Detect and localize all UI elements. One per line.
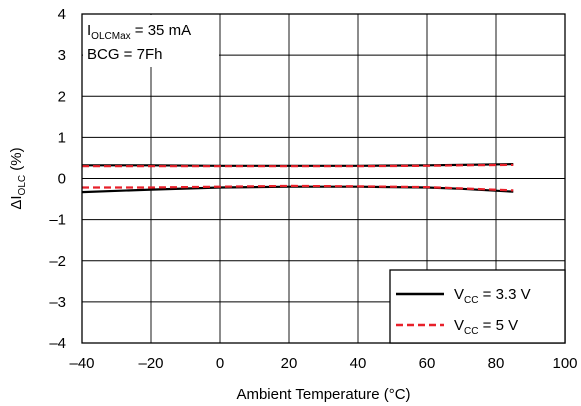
x-tick-label: –20	[138, 355, 163, 372]
y-tick-label: 4	[58, 6, 66, 23]
y-tick-label: –3	[49, 294, 66, 311]
text-main: (%)	[8, 147, 25, 175]
x-tick-label: 20	[281, 355, 298, 372]
y-tick-label: 0	[58, 171, 66, 188]
text-main: = 5 V	[478, 317, 518, 334]
text-main: V	[454, 317, 464, 334]
x-tick-label: 80	[488, 355, 505, 372]
series-layer	[81, 163, 514, 194]
series-line-solid	[81, 185, 514, 194]
plot-frame	[81, 13, 566, 344]
x-tick-label: 0	[216, 355, 224, 372]
series-line-dashed	[82, 184, 514, 192]
x-tick-label: 100	[552, 355, 577, 372]
y-tick-labels: –4 –3 –2 –1 0 1 2 3 4	[49, 6, 66, 352]
text-subscript: CC	[464, 295, 478, 306]
text-main: ΔI	[8, 195, 25, 209]
text-main: V	[454, 286, 464, 303]
text-subscript: OLC	[17, 175, 28, 196]
y-tick-label: 1	[58, 129, 66, 146]
text-main: BCG = 7Fh	[87, 46, 162, 63]
y-axis-title: ΔIOLC (%)	[8, 147, 28, 209]
x-tick-label: –40	[69, 355, 94, 372]
grid	[82, 14, 565, 343]
annotation-text: IOLCMax = 35 mA	[87, 22, 191, 42]
x-axis-title: Ambient Temperature (°C)	[236, 386, 410, 403]
legend-label: VCC = 5 V	[454, 317, 518, 337]
series-line-dashed	[82, 163, 514, 168]
y-tick-label: –1	[49, 212, 66, 229]
y-tick-label: –4	[49, 335, 66, 352]
legend-box	[389, 269, 566, 344]
annotation-text: BCG = 7Fh	[87, 46, 162, 63]
text-main: = 3.3 V	[478, 286, 530, 303]
x-tick-label: 40	[350, 355, 367, 372]
text-subscript: OLCMax	[91, 31, 130, 42]
annotation-box: IOLCMax = 35 mA BCG = 7Fh	[83, 15, 219, 67]
text-subscript: CC	[464, 326, 478, 337]
text-main: I	[87, 22, 91, 39]
y-tick-label: 3	[58, 47, 66, 64]
x-tick-label: 60	[419, 355, 436, 372]
x-tick-labels: –40 –20 0 20 40 60 80 100	[69, 355, 577, 372]
y-tick-label: 2	[58, 88, 66, 105]
legend-label: VCC = 3.3 V	[454, 286, 531, 306]
y-tick-label: –2	[49, 253, 66, 270]
annotation-background	[83, 15, 219, 67]
text-main: = 35 mA	[131, 22, 191, 39]
